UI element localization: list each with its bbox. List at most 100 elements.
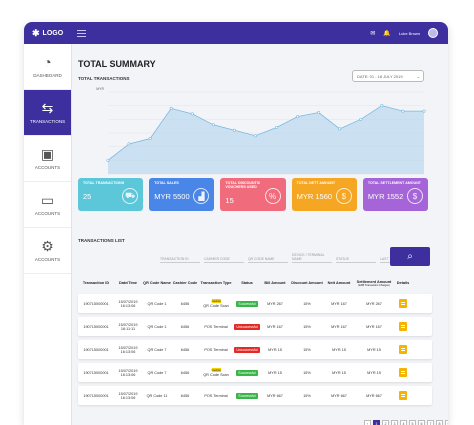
card-value: MYR 1552: [367, 192, 404, 201]
table-cell: 15%: [303, 347, 311, 352]
table-cell: QR Code 1: [147, 301, 167, 306]
summary-card[interactable]: TOTAL NETT AMOUNT MYR 1560 $: [291, 178, 357, 211]
mail-icon[interactable]: ✉: [370, 30, 376, 37]
table-cell: 15/07/2019 16:13:06: [114, 369, 142, 377]
table-cell: Cashier QR Code Scan: [198, 299, 234, 308]
table-cell: 15/07/2019 16:11:11: [114, 323, 142, 331]
cell-type: POS Terminal: [204, 347, 228, 352]
table-cell: Unsuccessful: [234, 323, 260, 330]
sidebar: ◔ DASHBOARD ⇆ TRANSACTIONS ▣ ACCOUNTS ▭ ACCOUNT…: [24, 44, 72, 425]
logo-star-icon: ✱: [32, 27, 40, 38]
table-cell: MYR 15: [268, 370, 282, 375]
table-cell: Unsuccessful: [234, 346, 260, 353]
page-button[interactable]: 8: [436, 420, 443, 425]
table-cell: 15/07/2019 16:13:06: [114, 300, 142, 308]
page-prev-button[interactable]: ‹: [364, 420, 371, 425]
cell-time: 16:11:11: [120, 326, 136, 331]
list-label: TRANSACTIONS LIST: [78, 238, 125, 243]
table-cell: 6456: [180, 393, 190, 398]
chart-label: TOTAL TRANSACTIONS: [78, 76, 130, 81]
table-row[interactable]: 190715000001 15/07/2019 16:13:06 QR Code 11…: [78, 386, 432, 405]
table-row[interactable]: 190715000001 15/07/2019 16:11:11 QR Code 1 6…: [78, 317, 432, 336]
filter-field[interactable]: DEVICE / TERMINAL NAME: [292, 253, 332, 263]
status-badge: Successful: [236, 300, 258, 307]
filter-field[interactable]: STATUS: [336, 254, 376, 263]
dashboard-icon: ◔: [43, 54, 52, 70]
filter-bar: TRANSACTION ID CASHIER CODE QR CODE NAME DE…: [160, 248, 420, 268]
summary-card[interactable]: TOTAL TRANSACTIONS 25 ⛟: [78, 178, 144, 211]
filter-field[interactable]: QR CODE NAME: [248, 254, 288, 263]
summary-card[interactable]: TOTAL SALES MYR 5500 ▟: [149, 178, 215, 211]
main-content: TOTAL SUMMARY DATE: 01 - 18 JULY 2019 ⌄ …: [72, 44, 448, 425]
sidebar-item-accounts[interactable]: ▣ ACCOUNTS: [24, 136, 71, 182]
search-icon: ⌕: [407, 251, 413, 262]
filter-field[interactable]: TRANSACTION ID: [160, 254, 200, 263]
page-button[interactable]: 4: [400, 420, 407, 425]
column-header: Nett Amount: [327, 281, 351, 285]
data-point: [359, 117, 363, 121]
sidebar-item-label: TRANSACTIONS: [29, 119, 66, 124]
document-icon[interactable]: [399, 345, 407, 354]
column-header: Transaction ID: [82, 281, 110, 285]
card-icon: ▟: [193, 188, 210, 204]
card-label: TOTAL TRANSACTIONS: [83, 181, 125, 185]
data-point: [275, 126, 279, 130]
menu-toggle-icon[interactable]: [77, 29, 87, 37]
card-icon: %: [264, 188, 281, 204]
series-line: [107, 105, 424, 161]
table-cell: 15/07/2019 16:13:06: [114, 346, 142, 354]
document-icon[interactable]: [399, 368, 407, 377]
table-cell: 6456: [180, 370, 190, 375]
table-cell: 6456: [180, 324, 190, 329]
column-header: Transaction Type: [200, 281, 232, 285]
page-button[interactable]: 5: [409, 420, 416, 425]
sidebar-item-accounts[interactable]: ▭ ACCOUNTS: [24, 182, 71, 228]
table-row[interactable]: 190715000001 15/07/2019 16:13:06 QR Code 1 6…: [78, 294, 432, 313]
sidebar-item-transactions[interactable]: ⇆ TRANSACTIONS: [24, 90, 71, 136]
table-cell: MYR 15: [332, 347, 346, 352]
table-row[interactable]: 190715000001 15/07/2019 16:13:06 QR Code 7 6…: [78, 363, 432, 382]
avatar[interactable]: [428, 28, 438, 38]
sidebar-item-label: ACCOUNTS: [34, 257, 61, 262]
summary-card[interactable]: TOTAL SETTLEMENT AMOUNT MYR 1552 $: [362, 178, 429, 211]
cell-time: 16:13:06: [120, 303, 136, 308]
transactions-chart: MYR: [96, 87, 426, 175]
card-value: MYR 1560: [296, 192, 333, 201]
page-button[interactable]: 1: [373, 420, 380, 425]
column-header: Cashier Code: [172, 281, 198, 285]
cell-type: POS Terminal: [204, 393, 228, 398]
sidebar-item-accounts[interactable]: ⚙ ACCOUNTS: [24, 228, 71, 274]
table-cell: QR Code 1: [147, 324, 167, 329]
bell-icon[interactable]: 🔔: [383, 30, 391, 37]
sidebar-item-label: ACCOUNTS: [34, 165, 61, 170]
document-icon[interactable]: [399, 391, 407, 400]
search-button[interactable]: ⌕: [390, 247, 430, 266]
table-cell: Successful: [234, 300, 260, 307]
page-button[interactable]: 6: [418, 420, 425, 425]
pagination: ‹123456789›: [364, 420, 448, 425]
table-row[interactable]: 190715000001 15/07/2019 16:13:06 QR Code 7 6…: [78, 340, 432, 359]
status-badge: Unsuccessful: [234, 346, 260, 353]
column-header: Bill Amount: [264, 281, 286, 285]
logo[interactable]: ✱ LOGO: [32, 28, 63, 39]
y-axis-label: MYR: [96, 87, 104, 91]
card-value: MYR 5500: [154, 192, 190, 201]
date-range-picker[interactable]: DATE: 01 - 18 JULY 2019 ⌄: [352, 70, 424, 82]
sidebar-item-dashboard[interactable]: ◔ DASHBOARD: [24, 44, 71, 90]
data-point: [232, 128, 236, 132]
page-button[interactable]: 7: [427, 420, 434, 425]
table-cell: MYR 15: [367, 347, 381, 352]
table-cell: 15%: [303, 370, 311, 375]
table-cell: 15%: [303, 324, 311, 329]
summary-cards: TOTAL TRANSACTIONS 25 ⛟ TOTAL SALES MYR 5500…: [78, 178, 429, 211]
page-button[interactable]: 3: [391, 420, 398, 425]
document-icon[interactable]: [399, 322, 407, 331]
document-icon[interactable]: [399, 299, 407, 308]
filter-field[interactable]: CASHIER CODE: [204, 254, 244, 263]
page-button[interactable]: 9: [445, 420, 448, 425]
data-point: [380, 104, 384, 108]
page-button[interactable]: 2: [382, 420, 389, 425]
table-cell: Successful: [234, 369, 260, 376]
summary-card[interactable]: TOTAL DISCOUNTS/ VOUCHERS USED 15%: [220, 178, 286, 211]
user-name[interactable]: Luke Brown: [398, 30, 420, 36]
